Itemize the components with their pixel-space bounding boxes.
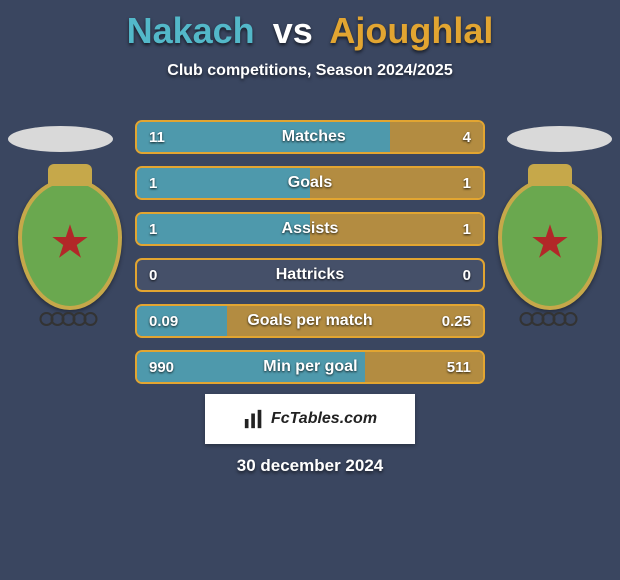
stat-value-left: 11 [149,129,165,146]
club-crest-right: ★ [498,178,602,310]
crest-star-icon: ★ [49,219,90,265]
stat-value-right: 1 [463,221,471,238]
stat-value-right: 1 [463,175,471,192]
stat-label: Min per goal [174,358,447,376]
comparison-title: Nakach vs Ajoughlal [0,0,620,52]
stat-value-left: 1 [149,175,157,192]
fctables-text: FcTables.com [271,410,377,428]
crest-crown [528,164,572,186]
player2-name: Ajoughlal [329,10,493,51]
stat-row: 1Assists1 [135,212,485,246]
crest-crown [48,164,92,186]
fctables-logo-icon [243,408,265,430]
fctables-badge: FcTables.com [205,394,415,444]
stat-label: Goals per match [178,312,442,330]
stat-row: 0.09Goals per match0.25 [135,304,485,338]
stat-row: 0Hattricks0 [135,258,485,292]
stat-row: 1Goals1 [135,166,485,200]
stats-container: 11Matches41Goals11Assists10Hattricks00.0… [135,120,485,396]
stat-value-left: 0 [149,267,157,284]
stat-label: Goals [157,174,462,192]
stat-label: Matches [165,128,463,146]
title-vs: vs [273,10,313,51]
stat-label: Hattricks [157,266,462,284]
crest-rings [523,312,578,326]
stat-label: Assists [157,220,462,238]
stat-row: 11Matches4 [135,120,485,154]
date-label: 30 december 2024 [0,456,620,476]
stat-value-left: 0.09 [149,313,178,330]
crest-star-icon: ★ [529,219,570,265]
player1-name: Nakach [127,10,255,51]
subtitle: Club competitions, Season 2024/2025 [0,62,620,80]
stat-value-left: 1 [149,221,157,238]
platform-left [8,126,113,152]
stat-value-right: 511 [447,359,471,376]
crest-rings [43,312,98,326]
stat-value-right: 0 [463,267,471,284]
stat-row: 990Min per goal511 [135,350,485,384]
club-crest-left: ★ [18,178,122,310]
platform-right [507,126,612,152]
stat-value-right: 0.25 [442,313,471,330]
stat-value-right: 4 [463,129,471,146]
stat-value-left: 990 [149,359,174,376]
